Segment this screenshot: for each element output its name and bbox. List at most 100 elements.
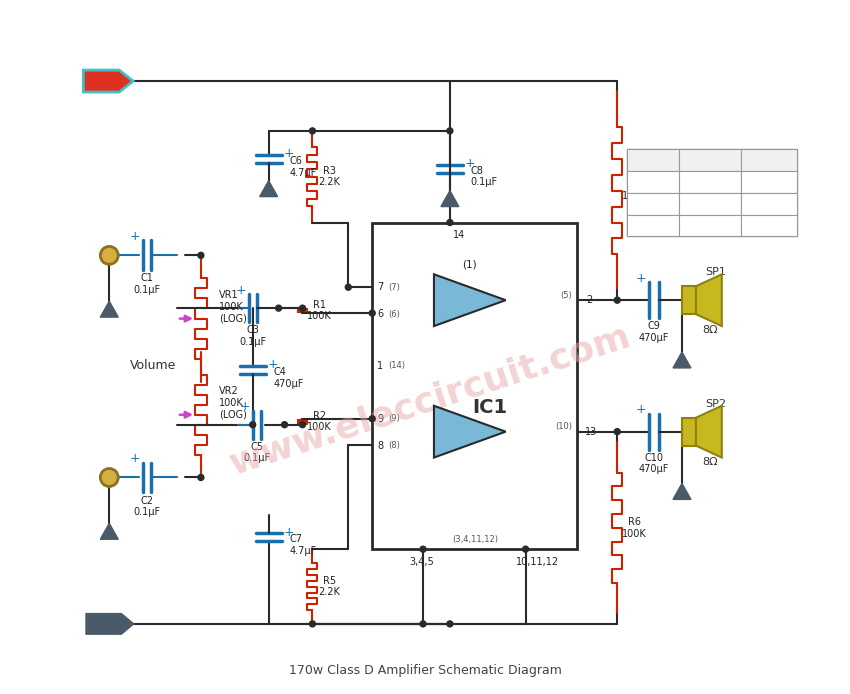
Bar bbox=[627, 214, 679, 237]
Text: Vcc: Vcc bbox=[643, 155, 662, 164]
Text: LM377: LM377 bbox=[694, 177, 726, 187]
Circle shape bbox=[250, 422, 256, 428]
Text: C5
0.1µF: C5 0.1µF bbox=[243, 442, 270, 464]
Circle shape bbox=[299, 305, 305, 311]
Text: +: + bbox=[283, 147, 294, 160]
Text: 6: 6 bbox=[377, 309, 383, 319]
Text: 3W/CH: 3W/CH bbox=[752, 198, 785, 209]
Bar bbox=[740, 193, 796, 214]
Text: (14): (14) bbox=[388, 362, 405, 371]
Bar bbox=[627, 149, 796, 237]
Text: C8
0.1µF: C8 0.1µF bbox=[471, 166, 498, 187]
Text: Vcc: Vcc bbox=[92, 76, 112, 86]
Text: 8: 8 bbox=[377, 441, 383, 450]
Circle shape bbox=[309, 621, 315, 627]
Polygon shape bbox=[441, 191, 459, 207]
Text: +: + bbox=[267, 358, 278, 371]
Text: 4W/CH: 4W/CH bbox=[752, 221, 785, 230]
Bar bbox=[682, 286, 696, 314]
Bar bbox=[740, 149, 796, 171]
Text: (8): (8) bbox=[388, 441, 400, 450]
Polygon shape bbox=[87, 614, 133, 634]
Circle shape bbox=[615, 429, 620, 434]
Text: (9): (9) bbox=[388, 414, 399, 423]
Text: C10
470µF: C10 470µF bbox=[639, 452, 669, 474]
Polygon shape bbox=[696, 406, 722, 457]
Text: VR1
100K
(LOG): VR1 100K (LOG) bbox=[218, 290, 246, 323]
Text: 170w Class D Amplifier Schematic Diagram: 170w Class D Amplifier Schematic Diagram bbox=[288, 664, 562, 677]
Text: 24V: 24V bbox=[643, 198, 663, 209]
Text: 14: 14 bbox=[453, 230, 465, 240]
Bar bbox=[679, 214, 740, 237]
Text: Volume: Volume bbox=[130, 359, 176, 373]
Circle shape bbox=[523, 546, 529, 552]
Text: +: + bbox=[240, 400, 250, 413]
Text: Pout: Pout bbox=[757, 155, 780, 164]
Text: (6): (6) bbox=[388, 310, 400, 319]
Text: www.eleccircuit.com: www.eleccircuit.com bbox=[225, 319, 635, 481]
Text: 7: 7 bbox=[377, 282, 383, 292]
Text: R6
100K: R6 100K bbox=[622, 517, 647, 539]
Polygon shape bbox=[696, 274, 722, 326]
Text: +: + bbox=[130, 230, 140, 243]
Text: −: − bbox=[439, 438, 452, 453]
Text: GND: GND bbox=[94, 619, 117, 629]
Polygon shape bbox=[100, 301, 118, 317]
Text: LM379: LM379 bbox=[694, 221, 726, 230]
Circle shape bbox=[615, 297, 620, 303]
Text: R2
100K: R2 100K bbox=[307, 411, 332, 432]
Text: R1
100K: R1 100K bbox=[307, 300, 332, 321]
Text: (3,4,11,12): (3,4,11,12) bbox=[452, 535, 498, 543]
Polygon shape bbox=[673, 352, 691, 368]
Text: 3,4,5: 3,4,5 bbox=[410, 557, 434, 567]
Circle shape bbox=[281, 422, 287, 428]
Text: SP2: SP2 bbox=[706, 399, 727, 409]
Circle shape bbox=[447, 621, 453, 627]
Text: +: + bbox=[636, 272, 647, 285]
Text: +: + bbox=[636, 403, 647, 416]
Circle shape bbox=[420, 621, 426, 627]
Text: C3
0.1µF: C3 0.1µF bbox=[239, 325, 266, 347]
Text: IC1: IC1 bbox=[701, 155, 718, 164]
Text: 1: 1 bbox=[377, 361, 383, 371]
Text: SP1: SP1 bbox=[706, 267, 726, 278]
Bar bbox=[740, 171, 796, 193]
Bar bbox=[679, 171, 740, 193]
Circle shape bbox=[420, 546, 426, 552]
Circle shape bbox=[447, 219, 453, 226]
Text: (1): (1) bbox=[462, 260, 477, 269]
Text: +: + bbox=[283, 526, 294, 539]
Text: 8Ω: 8Ω bbox=[702, 457, 717, 466]
Text: (5): (5) bbox=[561, 291, 572, 300]
Text: C4
470µF: C4 470µF bbox=[274, 367, 304, 389]
Circle shape bbox=[309, 128, 315, 134]
Circle shape bbox=[198, 253, 204, 258]
Text: (10): (10) bbox=[555, 422, 572, 431]
Polygon shape bbox=[83, 70, 133, 92]
Text: C6
4.7µF: C6 4.7µF bbox=[290, 156, 317, 178]
FancyBboxPatch shape bbox=[372, 223, 577, 549]
Bar bbox=[627, 193, 679, 214]
Text: 10,11,12: 10,11,12 bbox=[516, 557, 559, 567]
Circle shape bbox=[369, 310, 375, 316]
Text: LM378: LM378 bbox=[694, 198, 726, 209]
Circle shape bbox=[100, 246, 118, 264]
Text: +: + bbox=[439, 412, 452, 426]
Polygon shape bbox=[673, 484, 691, 500]
Circle shape bbox=[299, 422, 305, 428]
Bar bbox=[679, 193, 740, 214]
Bar bbox=[627, 171, 679, 193]
Text: +: + bbox=[464, 158, 475, 170]
Circle shape bbox=[447, 128, 453, 134]
Polygon shape bbox=[259, 180, 278, 196]
Text: R5
2.2K: R5 2.2K bbox=[319, 576, 340, 598]
Text: R4
100K: R4 100K bbox=[622, 180, 647, 201]
Text: +: + bbox=[439, 307, 452, 321]
Text: 28V: 28V bbox=[643, 221, 663, 230]
Polygon shape bbox=[434, 274, 506, 326]
Polygon shape bbox=[434, 406, 506, 457]
Text: IC1: IC1 bbox=[473, 398, 507, 417]
Text: 18V: 18V bbox=[643, 177, 662, 187]
Text: +: + bbox=[130, 452, 140, 465]
Bar bbox=[627, 149, 679, 171]
